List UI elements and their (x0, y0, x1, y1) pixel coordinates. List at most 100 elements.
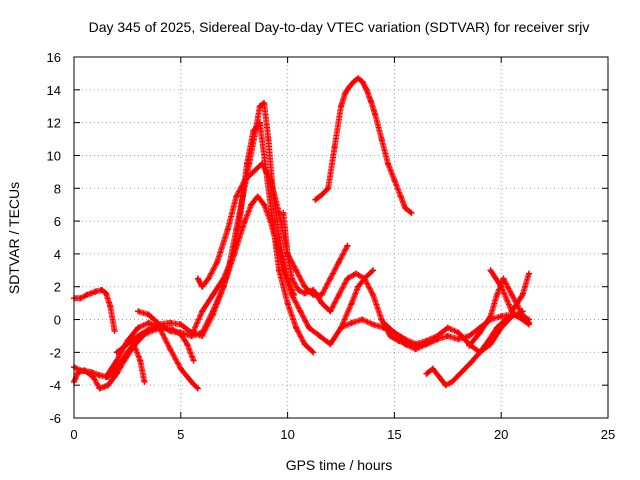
plot-frame (73, 56, 609, 419)
x-tick-label: 10 (280, 427, 294, 442)
data-point (261, 201, 268, 208)
data-point (370, 267, 377, 274)
data-point (103, 373, 110, 380)
series-trace (71, 287, 118, 334)
data-point (199, 308, 206, 315)
data-point (105, 382, 112, 389)
data-point (92, 288, 99, 295)
data-point (331, 144, 338, 151)
data-point (167, 328, 174, 335)
data-point (387, 332, 394, 339)
data-point (338, 324, 344, 331)
data-point (423, 341, 430, 348)
data-point (352, 270, 359, 277)
data-point (135, 308, 142, 315)
data-series (103, 319, 201, 392)
tick-layer: 0 5 10 15 20 25 -6 -4 -2 0 2 4 6 8 10 12 14 16 (47, 50, 616, 442)
data-point (442, 382, 449, 389)
data-point (209, 308, 216, 315)
data-point (519, 311, 526, 318)
data-point (205, 275, 212, 282)
data-point (335, 259, 342, 266)
data-point (280, 209, 287, 216)
data-point (519, 291, 526, 298)
data-point (288, 275, 295, 282)
data-point (145, 326, 152, 333)
x-tick-label: 20 (494, 427, 508, 442)
data-point (190, 357, 197, 364)
series-trace (71, 341, 148, 385)
data-point (318, 291, 325, 298)
data-point (468, 359, 475, 366)
data-series (487, 267, 532, 315)
y-axis-title: SDTVAR / TECUs (6, 182, 22, 294)
data-point (498, 283, 505, 290)
data-point (363, 86, 370, 93)
data-point (493, 324, 500, 331)
data-point (254, 193, 261, 200)
data-point (423, 370, 430, 377)
data-point (137, 357, 144, 364)
data-point (476, 329, 483, 336)
data-point (461, 365, 468, 372)
data-point (297, 308, 304, 315)
data-series (423, 311, 532, 389)
data-point (493, 291, 500, 298)
data-point (177, 365, 184, 372)
series-trace (280, 209, 441, 349)
y-tick-label: 16 (47, 50, 61, 65)
data-point (348, 300, 355, 307)
data-point (312, 196, 319, 203)
data-point (511, 311, 518, 318)
data-point (391, 329, 398, 336)
data-point (77, 295, 84, 302)
data-point (436, 373, 443, 380)
x-tick-label: 5 (177, 427, 184, 442)
y-tick-label: 8 (54, 181, 61, 196)
data-point (370, 291, 377, 298)
data-point (124, 341, 131, 348)
data-point (301, 341, 308, 348)
data-point (346, 83, 353, 90)
data-point (455, 329, 462, 336)
data-point (220, 275, 227, 282)
data-point (338, 103, 344, 110)
data-point (525, 270, 532, 277)
data-point (327, 308, 334, 315)
data-point (508, 291, 515, 298)
data-point (305, 324, 312, 331)
data-point (145, 319, 152, 326)
data-point (241, 218, 248, 225)
data-point (301, 283, 308, 290)
data-point (156, 321, 163, 328)
data-point (81, 367, 88, 374)
data-series (312, 75, 415, 216)
series-trace (312, 75, 415, 216)
data-point (380, 319, 387, 326)
y-tick-label: -6 (49, 411, 61, 426)
data-point (184, 341, 191, 348)
data-point (83, 291, 90, 298)
data-point (429, 365, 436, 372)
data-point (130, 342, 137, 349)
data-point (141, 378, 148, 385)
data-point (434, 336, 441, 343)
grid-layer (74, 57, 608, 418)
data-point (455, 336, 462, 343)
data-point (367, 98, 374, 105)
data-point (359, 316, 366, 323)
data-point (408, 209, 415, 216)
data-point (188, 332, 195, 339)
data-point (391, 177, 398, 184)
data-point (113, 357, 120, 364)
data-point (122, 355, 129, 362)
data-series (113, 99, 298, 356)
data-point (75, 369, 82, 376)
data-point (500, 275, 507, 282)
chart-title: Day 345 of 2025, Sidereal Day-to-day VTE… (89, 19, 590, 35)
data-point (256, 103, 263, 110)
data-point (111, 328, 118, 335)
data-point (466, 332, 473, 339)
data-point (325, 185, 332, 192)
